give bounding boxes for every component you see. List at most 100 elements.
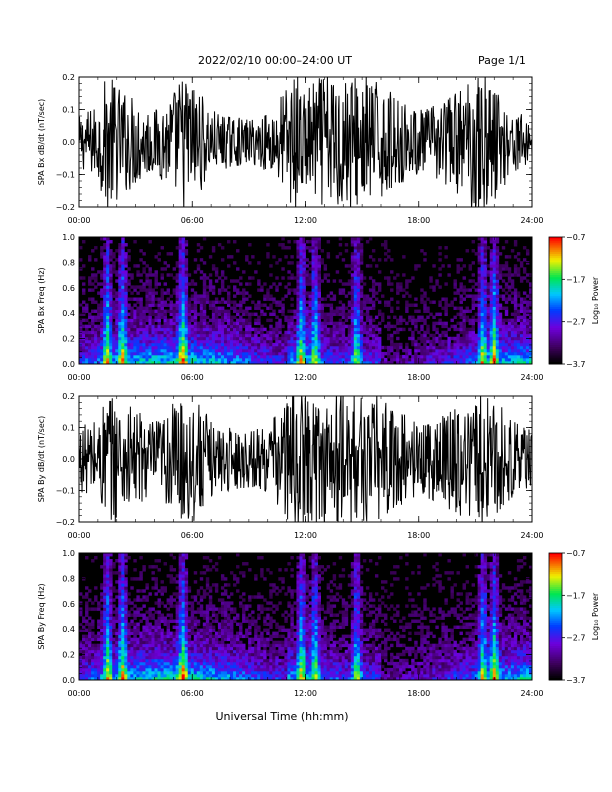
- spectrogram-cell: [226, 327, 231, 332]
- spectrogram-cell: [121, 252, 125, 256]
- spectrogram-cell: [109, 282, 113, 286]
- spectrogram-cell: [471, 327, 476, 332]
- spectrogram-cell: [118, 631, 122, 636]
- spectrogram-cell: [193, 333, 198, 338]
- spectrogram-cell: [142, 625, 146, 629]
- spectrogram-cell: [299, 291, 303, 295]
- spectrogram-cell: [435, 360, 439, 365]
- spectrogram-cell: [121, 637, 125, 642]
- spectrogram-cell: [139, 273, 143, 277]
- spectrogram-cell: [148, 622, 152, 626]
- spectrogram-cell: [106, 565, 110, 569]
- spectrogram-cell: [142, 613, 146, 617]
- y-tick-label: 0.0: [62, 138, 75, 147]
- spectrogram-cell: [127, 318, 131, 323]
- spectrogram-cell: [109, 297, 113, 301]
- spectrogram-cell: [510, 342, 515, 347]
- spectrogram-cell: [124, 333, 128, 338]
- spectrogram-cell: [121, 279, 125, 283]
- spectrogram-cell: [432, 324, 436, 329]
- spectrogram-cell: [178, 264, 183, 268]
- spectrogram-cell: [353, 309, 358, 313]
- spectrogram-cell: [169, 294, 174, 298]
- spectrogram-cell: [124, 568, 128, 572]
- spectrogram-cell: [130, 667, 134, 672]
- spectrogram-cell: [263, 351, 267, 356]
- spectrogram-cell: [492, 351, 497, 356]
- spectrogram-cell: [353, 243, 358, 247]
- spectrogram-cell: [353, 348, 358, 353]
- spectrogram-cell: [344, 351, 349, 356]
- spectrogram-cell: [447, 342, 451, 347]
- spectrogram-cell: [202, 348, 207, 353]
- spectrogram-cell: [278, 321, 282, 326]
- spectrogram-cell: [124, 354, 128, 359]
- spectrogram-cell: [305, 312, 309, 317]
- spectrogram-cell: [371, 318, 376, 323]
- spectrogram-cell: [133, 327, 137, 332]
- spectrogram-cell: [154, 637, 158, 642]
- spectrogram-cell: [220, 339, 225, 344]
- spectrogram-cell: [118, 324, 122, 329]
- spectrogram-cell: [305, 309, 309, 313]
- spectrogram-cell: [362, 300, 367, 304]
- spectrogram-cell: [513, 315, 518, 320]
- y-tick-label: 0.0: [62, 455, 75, 464]
- spectrogram-cell: [320, 315, 325, 320]
- spectrogram-cell: [236, 288, 240, 292]
- spectrogram-cell: [148, 297, 152, 301]
- spectrogram-cell: [217, 321, 222, 326]
- spectrogram-cell: [118, 676, 122, 681]
- spectrogram-cell: [223, 276, 228, 280]
- spectrogram-cell: [365, 336, 370, 341]
- spectrogram-cell: [326, 303, 331, 307]
- spectrogram-cell: [115, 249, 119, 253]
- spectrogram-cell: [320, 279, 325, 283]
- spectrogram-cell: [272, 255, 276, 259]
- spectrogram-cell: [82, 628, 86, 633]
- spectrogram-cell: [202, 333, 207, 338]
- spectrogram-cell: [199, 348, 204, 353]
- spectrogram-cell: [163, 303, 167, 307]
- spectrogram-cell: [226, 291, 231, 295]
- spectrogram-cell: [157, 258, 161, 262]
- spectrogram-cell: [97, 622, 101, 626]
- spectrogram-cell: [127, 303, 131, 307]
- spectrogram-cell: [314, 321, 318, 326]
- spectrogram-cell: [118, 625, 122, 629]
- spectrogram-cell: [239, 360, 243, 365]
- spectrogram-cell: [154, 324, 158, 329]
- spectrogram-cell: [326, 318, 331, 323]
- spectrogram-cell: [459, 309, 463, 313]
- spectrogram-cell: [115, 315, 119, 320]
- spectrogram-cell: [432, 327, 436, 332]
- spectrogram-cell: [127, 628, 131, 633]
- spectrogram-cell: [205, 297, 210, 301]
- spectrogram-cell: [516, 351, 521, 356]
- spectrogram-cell: [100, 625, 104, 629]
- spectrogram-cell: [459, 297, 463, 301]
- spectrogram-cell: [272, 309, 276, 313]
- spectrogram-cell: [157, 330, 161, 335]
- spectrogram-cell: [94, 273, 98, 277]
- spectrogram-cell: [308, 267, 312, 271]
- spectrogram-cell: [109, 553, 113, 557]
- spectrogram-cell: [296, 246, 300, 250]
- spectrogram-cell: [471, 333, 476, 338]
- colorbar-frame: [548, 236, 563, 365]
- spectrogram-cell: [166, 309, 170, 313]
- spectrogram-cell: [91, 267, 95, 271]
- spectrogram-cell: [248, 333, 252, 338]
- spectrogram-cell: [91, 360, 95, 365]
- spectrogram-cell: [495, 288, 500, 292]
- spectrogram-cell: [296, 321, 300, 326]
- spectrogram-cell: [480, 252, 485, 256]
- spectrogram-cell: [414, 321, 418, 326]
- spectrogram-cell: [492, 279, 497, 283]
- spectrogram-cell: [447, 354, 451, 359]
- spectrogram-cell: [423, 339, 427, 344]
- spectrogram-cell: [100, 348, 104, 353]
- spectrogram-cell: [335, 354, 340, 359]
- spectrogram-cell: [266, 294, 270, 298]
- spectrogram-cell: [139, 318, 143, 323]
